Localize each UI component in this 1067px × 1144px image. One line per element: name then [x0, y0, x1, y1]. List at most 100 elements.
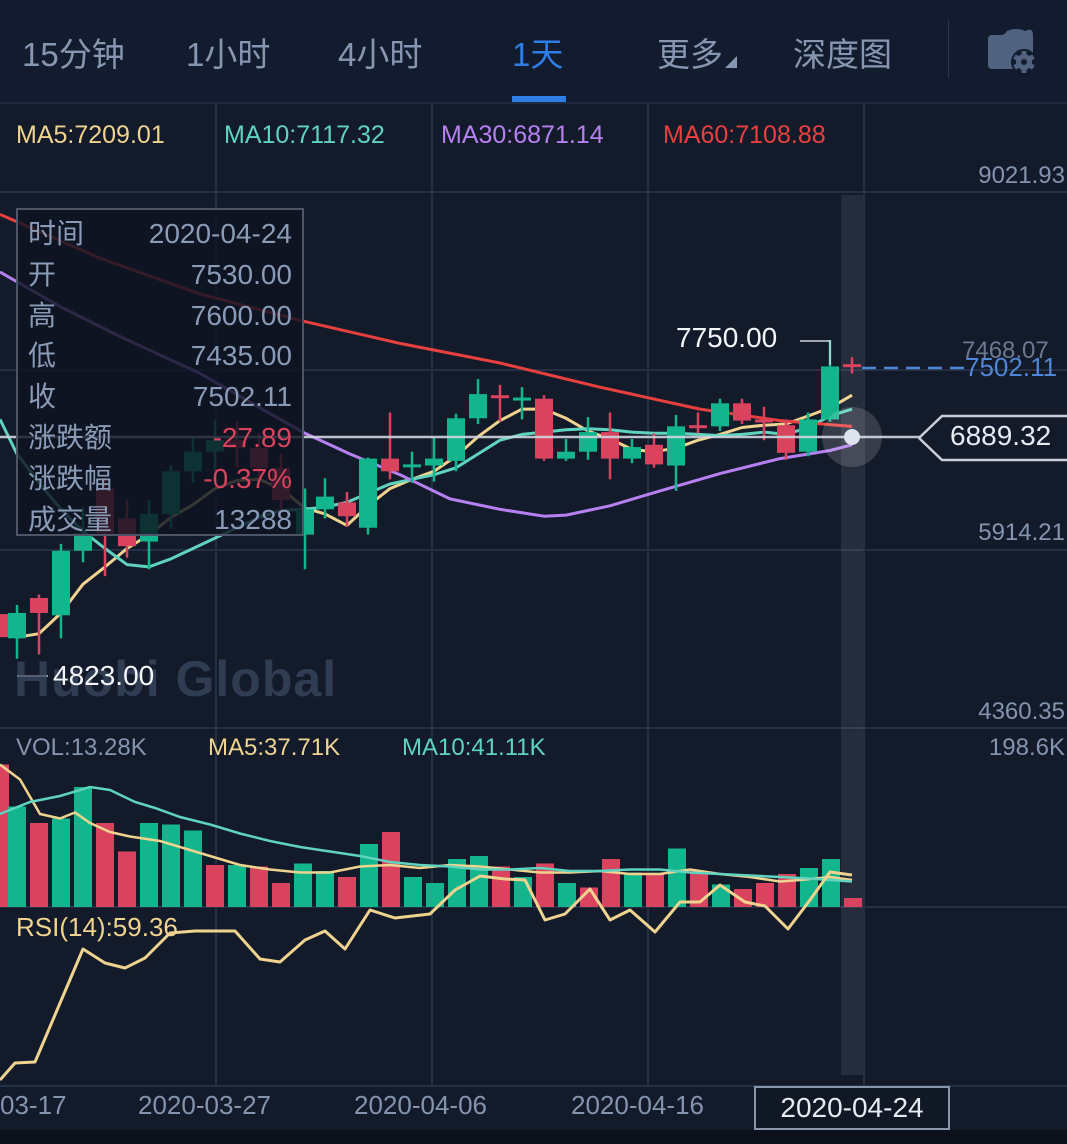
tooltip-row-value: 13288: [214, 503, 292, 535]
x-axis-label-1: 03-17: [0, 1090, 67, 1120]
tooltip-row: 收 7502.11: [28, 377, 292, 418]
tooltip-row: 时间 2020-04-24: [28, 214, 292, 255]
tooltip-row: 涨跌额 -27.89: [28, 418, 292, 459]
volume-bar: [646, 874, 664, 907]
tooltip-row-value: 7530.00: [190, 258, 292, 290]
tooltip-row-label: 收: [28, 381, 57, 413]
candle-body: [799, 419, 817, 452]
last-price-label: 7502.11: [965, 352, 1058, 382]
candle-body: [8, 612, 26, 639]
volume-bar: [250, 866, 268, 907]
tooltip-row-label: 涨跌额: [28, 421, 113, 453]
candle-body: [535, 398, 553, 459]
candle-body: [755, 419, 773, 423]
volume-bar: [844, 898, 862, 907]
candle-body: [601, 432, 619, 459]
tab-depth-chart[interactable]: 深度图: [793, 36, 892, 73]
tooltip-row-value: 7502.11: [192, 381, 292, 413]
tooltip-row-value: -0.37%: [203, 462, 292, 494]
volume-ma10-legend: MA10:41.11K: [402, 734, 546, 761]
candle-body: [403, 464, 421, 468]
crosshair-dot: [844, 429, 860, 445]
volume-bar: [0, 764, 9, 907]
tab-4hour[interactable]: 4小时: [338, 36, 423, 73]
volume-bar: [8, 806, 26, 907]
volume-ma5-legend: MA5:37.71K: [208, 734, 341, 761]
candle-body: [689, 425, 707, 429]
tabs-divider: [948, 20, 949, 78]
candle-body: [777, 425, 795, 453]
volume-bar: [448, 859, 466, 907]
ma30-legend: MA30:6871.14: [441, 121, 604, 149]
huobi-global-watermark: Huobi Global: [14, 651, 338, 707]
selected-date-label: 2020-04-24: [754, 1086, 950, 1130]
tooltip-row-label: 涨跌幅: [28, 462, 113, 494]
price-axis-upper-mid: 7468.07: [962, 337, 1049, 364]
volume-bar: [822, 859, 840, 907]
tab-1hour[interactable]: 1小时: [186, 36, 271, 73]
volume-bar: [52, 818, 70, 907]
volume-bar: [536, 863, 554, 907]
x-axis-label-4: 2020-04-16: [571, 1090, 704, 1120]
volume-ma10-line: [0, 785, 853, 883]
x-axis-label-3: 2020-04-06: [354, 1090, 487, 1120]
candle-body: [359, 458, 377, 528]
volume-bar: [162, 824, 180, 907]
high-price-marker: 7750.00: [676, 322, 778, 353]
tooltip-row: 涨跌幅 -0.37%: [28, 459, 292, 500]
candle-body: [381, 458, 399, 472]
chart-settings-icon[interactable]: [985, 25, 1040, 75]
volume-bar: [624, 872, 642, 907]
tooltip-row-value: 7435.00: [190, 340, 292, 372]
candle-body: [52, 550, 70, 616]
volume-bar: [514, 877, 532, 907]
volume-bar: [338, 877, 356, 907]
volume-bar: [74, 787, 92, 907]
tab-more[interactable]: 更多: [657, 28, 737, 76]
high-marker-line: [800, 340, 831, 365]
volume-bar: [558, 883, 576, 907]
price-axis-lower-mid: 5914.21: [978, 519, 1065, 546]
candle-body: [557, 451, 575, 459]
active-tab-indicator: [512, 96, 566, 102]
caret-icon: [725, 56, 737, 68]
low-price-marker: 4823.00: [53, 660, 155, 691]
tooltip-row-value: -27.89: [212, 421, 292, 453]
x-axis-label-2: 2020-03-27: [138, 1090, 271, 1120]
candle-body: [645, 444, 663, 465]
bottom-strip: [0, 1130, 1067, 1144]
tooltip-row-label: 开: [28, 258, 57, 290]
tab-1day[interactable]: 1天: [512, 36, 564, 73]
tooltip-row-label: 低: [28, 340, 57, 372]
candle-body: [667, 426, 685, 466]
candle-body: [74, 533, 92, 551]
ma10-legend: MA10:7117.32: [224, 121, 385, 149]
candle-body: [711, 403, 729, 427]
tab-more-label: 更多: [657, 36, 723, 73]
volume-bar: [404, 877, 422, 907]
volume-bar: [492, 866, 510, 907]
tooltip-row: 开 7530.00: [28, 255, 292, 296]
volume-bar: [184, 830, 202, 907]
candle-body: [491, 395, 509, 399]
candle-body: [579, 432, 597, 452]
volume-axis-max: 198.6K: [988, 734, 1065, 761]
tooltip-row-label: 成交量: [28, 503, 113, 535]
tooltip-row-label: 时间: [28, 218, 85, 249]
candle-body: [623, 447, 641, 459]
tooltip-row: 低 7435.00: [28, 336, 292, 377]
volume-bar: [360, 844, 378, 907]
volume-bar: [228, 865, 246, 907]
volume-bar: [118, 851, 136, 907]
candle-body: [425, 458, 443, 466]
volume-bar: [778, 874, 796, 907]
ma60-legend: MA60:7108.88: [663, 121, 826, 149]
tab-15min[interactable]: 15分钟: [22, 36, 125, 73]
ma5-legend: MA5:7209.01: [16, 121, 165, 149]
candle-body: [0, 614, 9, 638]
volume-bar: [294, 863, 312, 907]
crosshair-price-tag: [918, 414, 1067, 462]
volume-bar: [602, 859, 620, 907]
candle-body: [30, 597, 48, 613]
